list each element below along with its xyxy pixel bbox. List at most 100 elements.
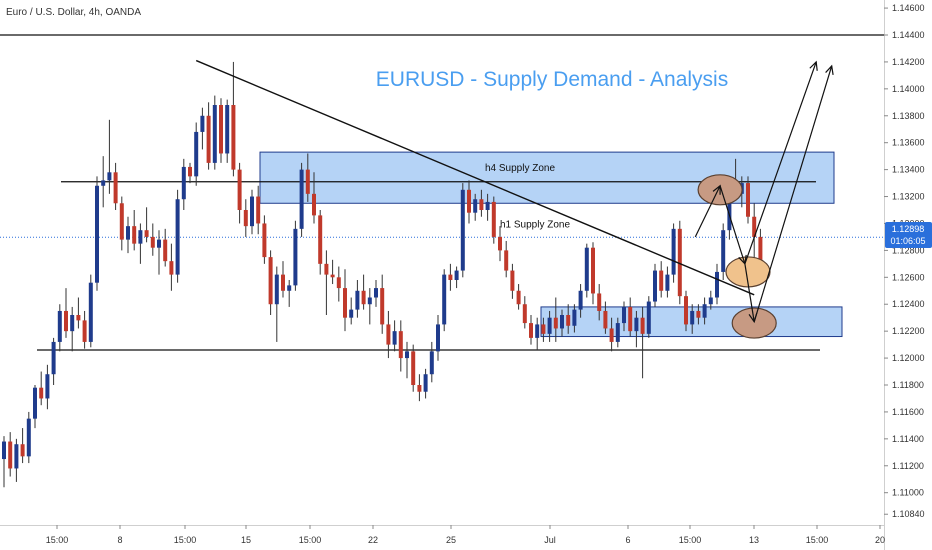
chart-title: EURUSD - Supply Demand - Analysis	[376, 68, 728, 91]
time-tick-label: 25	[446, 535, 456, 545]
candle	[516, 284, 521, 310]
candle	[57, 304, 62, 352]
candle	[169, 243, 174, 291]
candle-body	[429, 351, 434, 375]
candle-body	[70, 315, 75, 332]
price-tick-label: 1.12600	[892, 272, 925, 282]
candle	[250, 189, 254, 235]
price-axis[interactable]: 1.14600 1.14400 1.14200 1.14000 1.13800 1.136…	[884, 3, 925, 519]
candle-body	[194, 131, 199, 177]
candle-body	[219, 105, 223, 154]
projection-arrow	[694, 185, 721, 238]
candle	[454, 266, 459, 289]
candle-body	[45, 374, 50, 399]
candle	[392, 320, 397, 352]
candle	[181, 158, 186, 210]
candle	[144, 207, 149, 243]
candle-body	[225, 105, 230, 154]
candle	[498, 226, 502, 262]
candle	[157, 230, 161, 275]
candle	[305, 153, 310, 202]
candle-body	[256, 196, 261, 224]
time-tick-label: 15:00	[299, 535, 322, 545]
candle-body	[95, 185, 99, 283]
candle-body	[659, 270, 664, 291]
candle-body	[33, 387, 37, 419]
price-tick-label: 1.12200	[892, 326, 925, 336]
annotations-layer	[195, 59, 834, 339]
time-tick-label: Jul	[544, 535, 556, 545]
candle-body	[380, 288, 385, 325]
candle-body	[281, 274, 285, 291]
projection-arrow	[719, 185, 746, 265]
candle	[256, 185, 261, 235]
candle-body	[126, 226, 130, 240]
candle-body	[758, 236, 763, 267]
candle-body	[150, 236, 155, 248]
candle-body	[144, 230, 149, 237]
candle	[398, 320, 403, 372]
candle-body	[169, 261, 174, 275]
candle	[659, 261, 664, 298]
candle	[274, 266, 279, 342]
candle	[225, 99, 230, 163]
candle-body	[646, 301, 651, 334]
candle-body	[522, 304, 527, 324]
candle	[349, 297, 354, 325]
time-tick-label: 15:00	[806, 535, 829, 545]
candle-body	[101, 180, 106, 186]
candle-body	[343, 288, 347, 318]
candle	[163, 228, 168, 267]
candle	[64, 288, 68, 338]
price-tick-label: 1.14200	[892, 57, 925, 67]
candle-body	[20, 444, 25, 457]
candle-body	[591, 247, 595, 294]
candle	[39, 371, 44, 406]
candle-body	[684, 296, 688, 325]
last-price-value: 1.12898	[892, 224, 925, 234]
source-label: Euro / U.S. Dollar, 4h, OANDA	[6, 7, 141, 18]
candle-body	[727, 185, 732, 231]
candle	[76, 297, 81, 329]
candle-body	[243, 210, 248, 227]
candle-body	[516, 290, 521, 305]
candle	[132, 210, 137, 251]
candle	[653, 263, 657, 307]
candle-body	[634, 317, 639, 332]
candle-body	[547, 317, 552, 334]
candle	[522, 296, 527, 329]
candle	[448, 263, 453, 291]
candle	[696, 304, 701, 325]
candle-body	[696, 310, 701, 318]
time-axis[interactable]: 15:00 8 15:00 15 15:00 22 25 Jul 6 15:00 13 15:00 20	[46, 525, 885, 545]
candle	[615, 317, 620, 348]
candle	[95, 176, 99, 291]
candle	[646, 296, 651, 338]
price-tick-label: 1.12800	[892, 245, 925, 255]
bar-countdown: 01:06:05	[890, 236, 925, 246]
candle-body	[324, 263, 329, 275]
candle	[262, 215, 267, 264]
candle-body	[584, 247, 589, 291]
candle-body	[82, 320, 87, 342]
candle	[243, 199, 248, 237]
candle	[684, 290, 688, 332]
candle	[485, 193, 490, 221]
candle	[491, 196, 496, 244]
candle	[219, 98, 223, 163]
levels-layer	[0, 34, 884, 351]
price-tick-label: 1.14000	[892, 84, 925, 94]
candle	[640, 306, 645, 379]
candle	[113, 162, 118, 210]
candle	[715, 263, 719, 305]
candle-body	[622, 306, 626, 324]
candle	[572, 304, 577, 333]
candle	[386, 310, 391, 359]
candle	[14, 438, 19, 482]
time-tick-label: 15:00	[46, 535, 69, 545]
candle	[26, 411, 31, 464]
candle	[212, 95, 217, 170]
time-tick-label: 13	[749, 535, 759, 545]
candle	[584, 243, 589, 298]
